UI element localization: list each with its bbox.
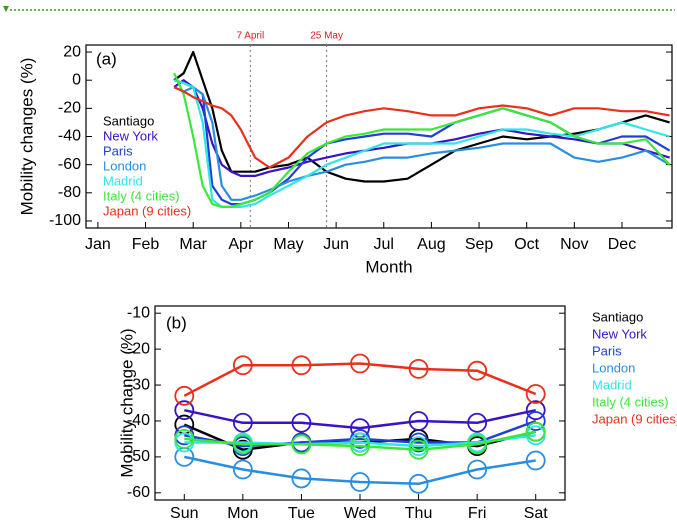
- x-tick-label: Jun: [323, 236, 349, 253]
- y-tick-label: -100: [49, 212, 81, 229]
- x-tick-label: Tue: [288, 505, 315, 522]
- series-line: [184, 434, 536, 448]
- point-marker: [291, 412, 312, 433]
- series-line: [184, 455, 536, 486]
- y-tick-label: -50: [127, 448, 150, 465]
- x-tick-label: Feb: [132, 236, 160, 253]
- plot-frame: [154, 305, 566, 501]
- x-tick-label: Mon: [227, 505, 258, 522]
- point-marker: [408, 439, 429, 460]
- point-marker: [174, 385, 195, 406]
- point-marker: [525, 421, 546, 442]
- legend-label: Italy (4 cities): [103, 188, 180, 203]
- series-line: [183, 362, 537, 397]
- x-tick-label: Thu: [405, 505, 433, 522]
- point-marker: [350, 353, 370, 374]
- legend-label: Japan (9 cities): [103, 203, 191, 218]
- legend-label: Japan (9 cities): [592, 411, 677, 426]
- legend-label: Madrid: [592, 377, 632, 392]
- y-tick-label: 0: [72, 71, 81, 88]
- legend-label: Paris: [103, 143, 133, 158]
- point-marker: [408, 473, 429, 494]
- legend-label: Italy (4 cities): [592, 394, 669, 409]
- legend-label: Santiago: [592, 309, 643, 324]
- y-tick-label: -40: [58, 128, 81, 145]
- y-tick-label: -60: [127, 484, 150, 501]
- point-marker: [174, 414, 195, 435]
- x-tick-label: Jul: [374, 236, 394, 253]
- annotation: 7 April: [236, 31, 264, 42]
- x-tick-label: Wed: [344, 505, 377, 522]
- y-tick-label: -30: [127, 376, 150, 393]
- collapse-icon: [3, 6, 9, 12]
- series-line: [173, 79, 670, 208]
- legend-label: New York: [103, 128, 158, 143]
- legend-label: Madrid: [103, 173, 143, 188]
- point-marker: [350, 472, 370, 492]
- x-axis-label: Month: [365, 257, 412, 276]
- x-tick-label: Mar: [179, 236, 207, 253]
- panel-label: (b): [166, 313, 187, 332]
- point-marker: [174, 446, 195, 467]
- x-tick-label: Apr: [228, 236, 254, 253]
- point-marker: [291, 468, 312, 489]
- point-marker: [174, 429, 195, 449]
- y-axis-label: Mobility change (%): [117, 328, 136, 477]
- legend-label: Santiago: [103, 113, 154, 128]
- point-marker: [291, 434, 312, 455]
- panel-label: (a): [96, 49, 117, 68]
- y-tick-label: -40: [127, 412, 150, 429]
- legend-label: London: [103, 158, 146, 173]
- point-marker: [525, 384, 546, 404]
- series-line: [173, 72, 671, 208]
- point-marker: [525, 411, 546, 431]
- point-marker: [467, 434, 488, 455]
- point-marker: [467, 412, 488, 433]
- x-tick-label: May: [273, 236, 303, 253]
- x-tick-label: Aug: [417, 236, 445, 253]
- series-line: [173, 86, 671, 201]
- y-tick-label: -20: [58, 100, 81, 117]
- y-tick-label: -60: [58, 156, 81, 173]
- point-marker: [232, 434, 253, 455]
- y-axis-label: Mobility changes (%): [17, 58, 36, 216]
- series-line: [173, 86, 670, 169]
- annotation: 25 May: [310, 31, 343, 42]
- point-marker: [232, 355, 253, 376]
- legend-label: New York: [592, 326, 647, 341]
- point-marker: [525, 450, 546, 471]
- y-tick-label: -20: [127, 340, 150, 357]
- x-tick-label: Jan: [85, 236, 111, 253]
- point-marker: [467, 360, 488, 381]
- point-marker: [291, 355, 312, 376]
- y-tick-label: 20: [63, 43, 81, 60]
- legend-label: Paris: [592, 343, 622, 358]
- x-tick-label: Oct: [514, 236, 539, 253]
- legend-label: London: [592, 360, 635, 375]
- point-marker: [525, 400, 546, 421]
- x-tick-label: Fri: [468, 505, 487, 522]
- x-tick-label: Sep: [465, 236, 494, 253]
- x-tick-label: Sat: [524, 505, 549, 522]
- y-tick-label: -80: [58, 184, 81, 201]
- point-marker: [350, 436, 370, 457]
- point-marker: [232, 412, 253, 433]
- x-tick-label: Nov: [560, 236, 588, 253]
- y-tick-label: -10: [127, 304, 150, 321]
- point-marker: [232, 459, 253, 480]
- point-marker: [467, 459, 488, 480]
- point-marker: [174, 400, 195, 421]
- series-line: [184, 408, 536, 430]
- point-marker: [408, 358, 429, 379]
- point-marker: [408, 411, 429, 431]
- x-tick-label: Dec: [608, 236, 636, 253]
- series-line: [184, 430, 536, 451]
- x-tick-label: Sun: [170, 505, 198, 522]
